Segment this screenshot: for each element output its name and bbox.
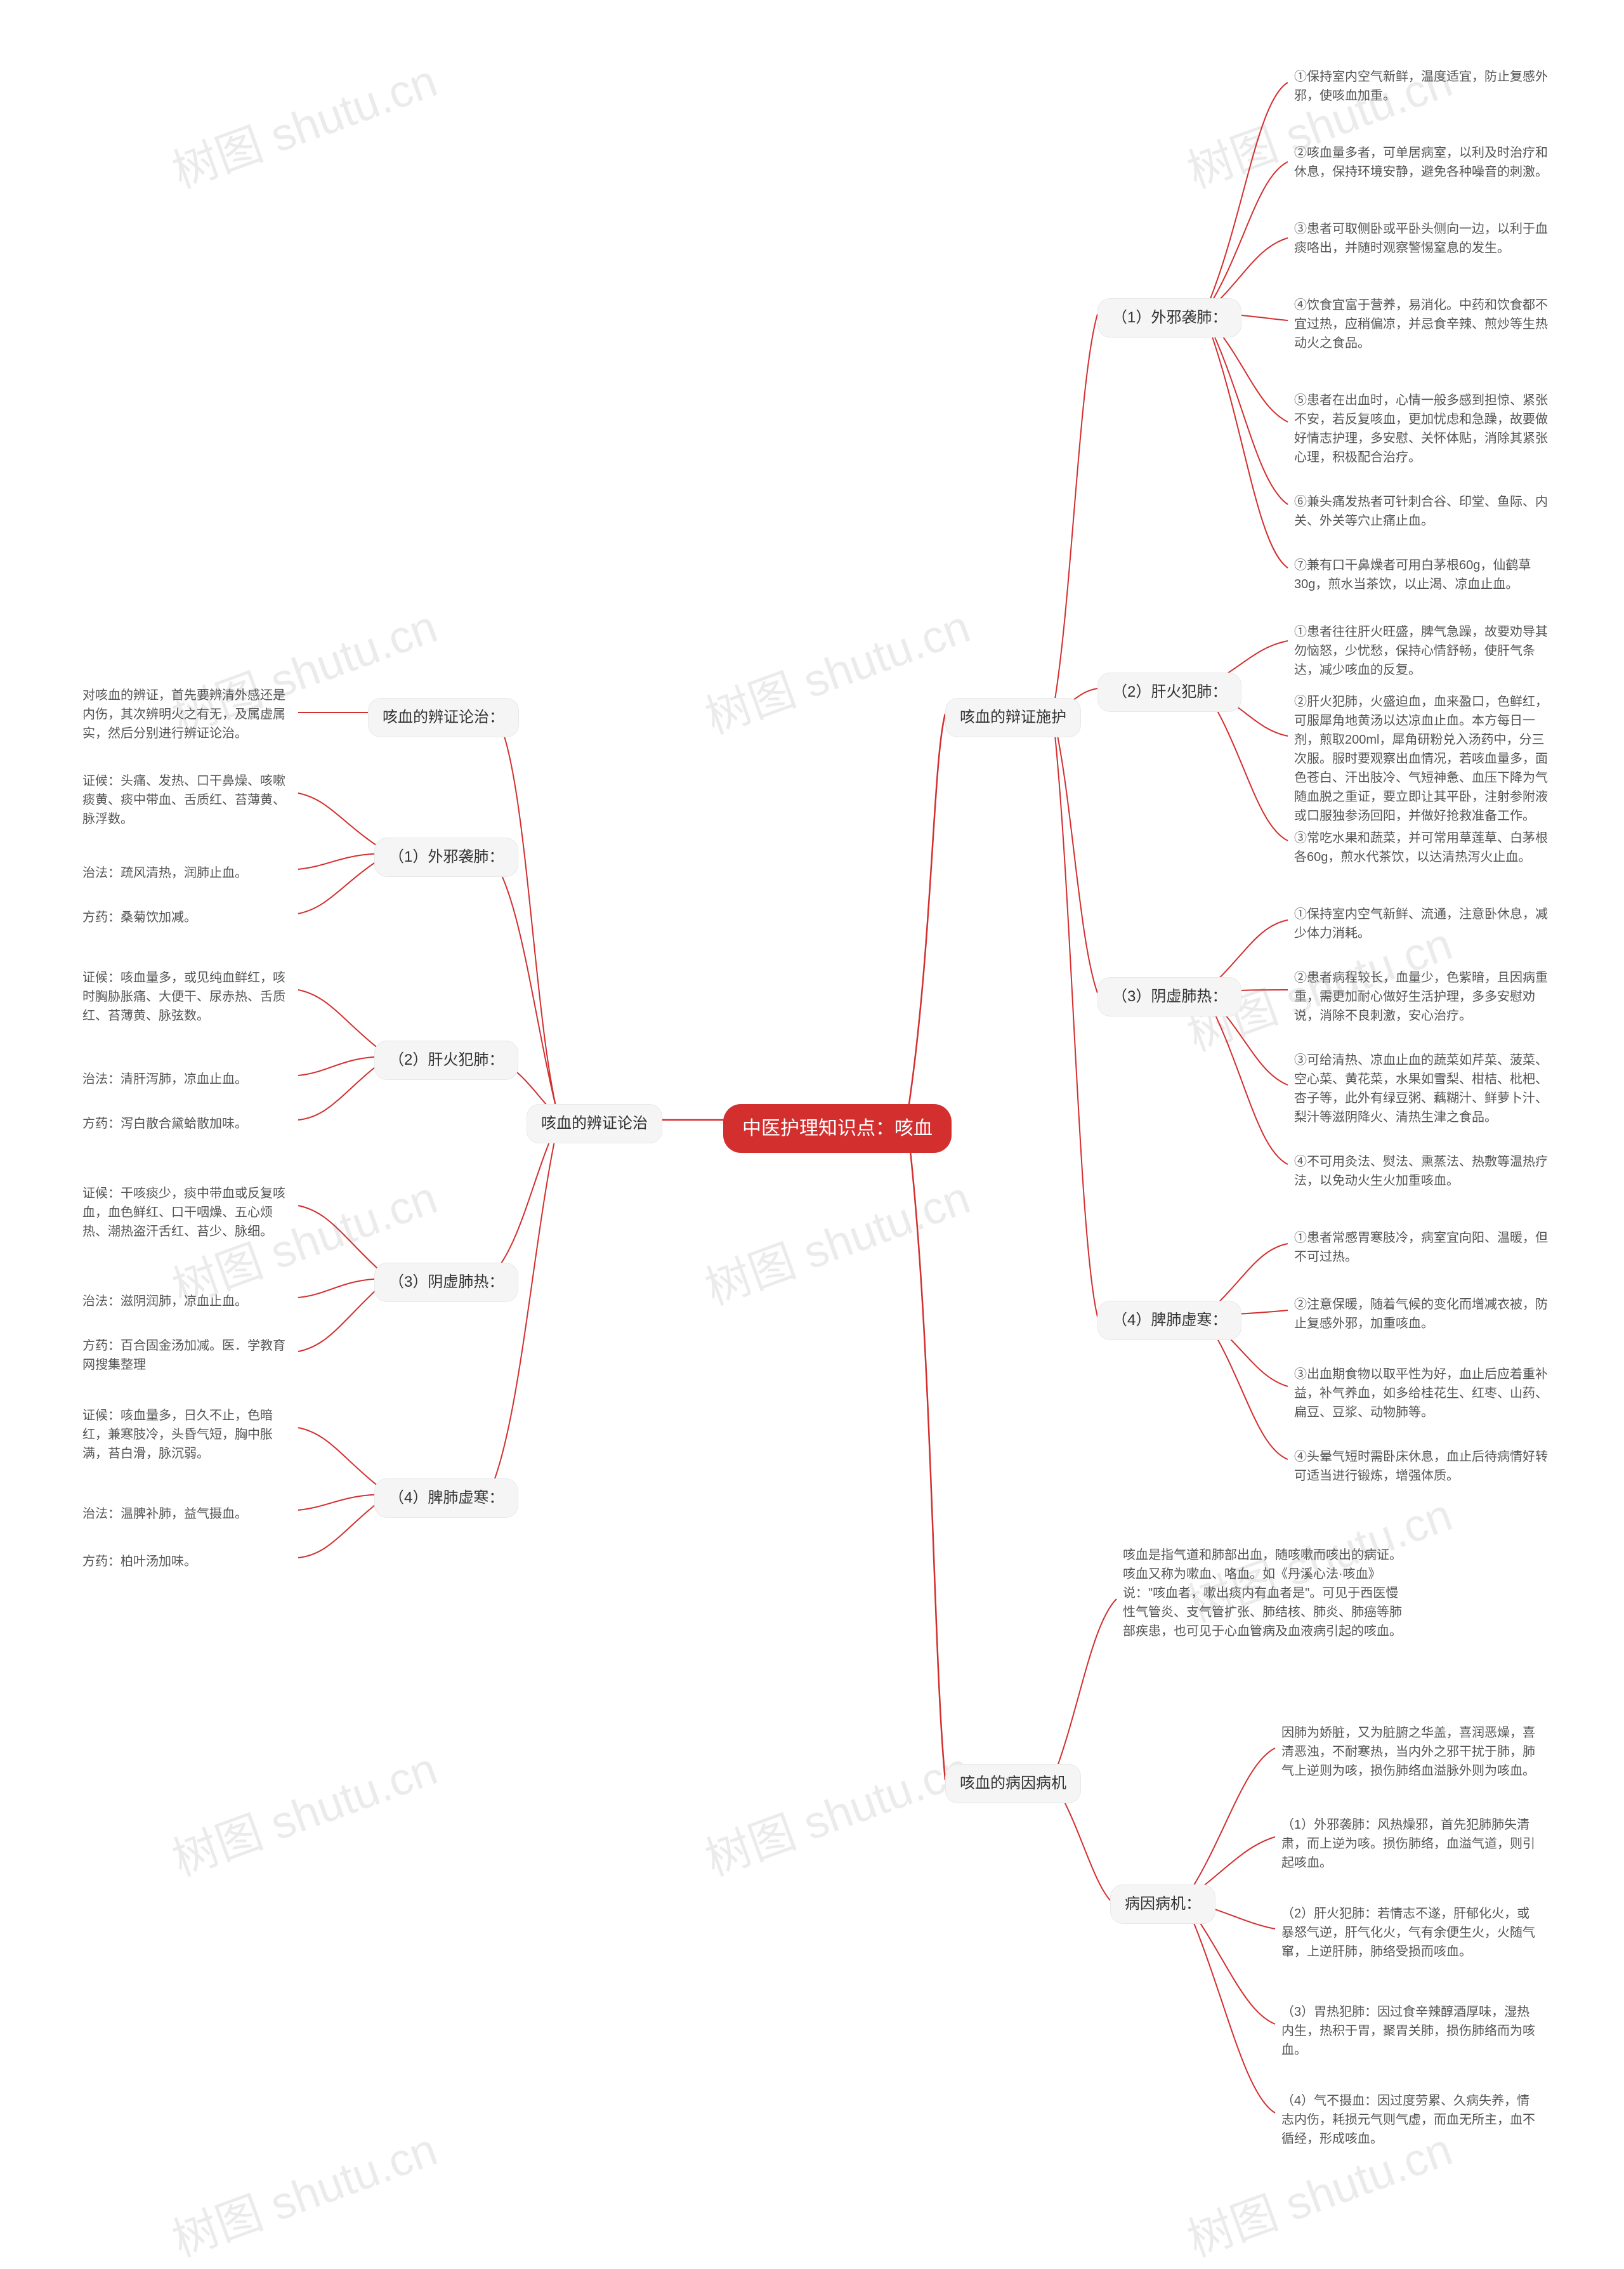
watermark: 树图 shutu.cn xyxy=(695,1161,978,1318)
leaf-r13-3: ④不可用灸法、熨法、熏蒸法、热敷等温热疗法，以免动火生火加重咳血。 xyxy=(1288,1148,1554,1194)
leaf-r11-1: ②咳血量多者，可单居病室，以利及时治疗和休息，保持环境安静，避免各种噪音的刺激。 xyxy=(1288,140,1554,185)
leaf-r14-3: ④头晕气短时需卧床休息，血止后待病情好转可适当进行锻炼，增强体质。 xyxy=(1288,1444,1554,1489)
leaf-r12-1: ②肝火犯肺，火盛迫血，血来盈口，色鲜红，可服犀角地黄汤以达凉血止血。本方每日一剂… xyxy=(1288,688,1554,829)
leaf-r2-intro: 咳血是指气道和肺部出血，随咳嗽而咳出的病证。咳血又称为嗽血、咯血。如《丹溪心法·… xyxy=(1116,1542,1408,1645)
watermark: 树图 shutu.cn xyxy=(162,1732,445,1889)
leaf-r2m-1: （2）肝火犯肺：若情志不遂，肝郁化火，或暴怒气逆，肝气化火，气有余便生火，火随气… xyxy=(1275,1900,1542,1965)
leaf-r13-2: ③可给清热、凉血止血的蔬菜如芹菜、菠菜、空心菜、黄花菜，水果如雪梨、柑桔、枇杷、… xyxy=(1288,1047,1554,1131)
leaf-b3-fang: 方药：百合固金汤加减。医．学教育网搜集整理 xyxy=(76,1332,292,1378)
branch-left-main[interactable]: 咳血的辨证论治 xyxy=(527,1104,662,1143)
leaf-b2-zhi: 治法：清肝泻肺，凉血止血。 xyxy=(76,1066,254,1093)
branch-right-r2[interactable]: 咳血的病因病机 xyxy=(945,1764,1081,1803)
leaf-r2m-2: （3）胃热犯肺：因过食辛辣醇酒厚味，湿热内生，热积于胃，聚胃关肺，损伤肺络而为咳… xyxy=(1275,1999,1542,2063)
mindmap-center[interactable]: 中医护理知识点：咳血 xyxy=(723,1104,952,1153)
leaf-b3-zheng: 证候：干咳痰少，痰中带血或反复咳血，血色鲜红、口干咽燥、五心烦热、潮热盗汗舌红、… xyxy=(76,1180,292,1245)
leaf-b2-fang: 方药：泻白散合黛蛤散加味。 xyxy=(76,1110,254,1137)
leaf-r14-2: ③出血期食物以取平性为好，血止后应着重补益，补气养血，如多给桂花生、红枣、山药、… xyxy=(1288,1361,1554,1426)
leaf-r11-3: ④饮食宜富于营养，易消化。中药和饮食都不宜过热，应稍偏凉，并忌食辛辣、煎炒等生热… xyxy=(1288,292,1554,357)
watermark: 树图 shutu.cn xyxy=(695,1732,978,1889)
leaf-b1-zhi: 治法：疏风清热，润肺止血。 xyxy=(76,860,254,886)
leaf-r13-0: ①保持室内空气新鲜、流通，注意卧休息，减少体力消耗。 xyxy=(1288,901,1554,947)
leaf-r2m-intro: 因肺为娇脏，又为脏腑之华盖，喜润恶燥，喜清恶浊，不耐寒热，当内外之邪干扰于肺，肺… xyxy=(1275,1720,1542,1784)
leaf-r13-1: ②患者病程较长，血量少，色紫暗，且因病重重，需更加耐心做好生活护理，多多安慰劝说… xyxy=(1288,964,1554,1029)
leaf-b1-fang: 方药：桑菊饮加减。 xyxy=(76,904,203,931)
leaf-r12-2: ③常吃水果和蔬菜，并可常用草莲草、白茅根各60g，煎水代茶饮，以达清热泻火止血。 xyxy=(1288,825,1554,871)
leaf-b3-zhi: 治法：滋阴润肺，凉血止血。 xyxy=(76,1288,254,1315)
leaf-r11-2: ③患者可取侧卧或平卧头侧向一边，以利于血痰咯出，并随时观察警惕窒息的发生。 xyxy=(1288,216,1554,261)
leaf-b1-zheng: 证候：头痛、发热、口干鼻燥、咳嗽痰黄、痰中带血、舌质红、苔薄黄、脉浮数。 xyxy=(76,768,292,832)
watermark: 树图 shutu.cn xyxy=(695,589,978,747)
branch-r1-1[interactable]: （1）外邪袭肺： xyxy=(1097,298,1241,338)
branch-r2-main[interactable]: 病因病机： xyxy=(1110,1884,1215,1924)
branch-left-b3[interactable]: （3）阴虚肺热： xyxy=(374,1263,518,1302)
leaf-r11-4: ⑤患者在出血时，心情一般多感到担惊、紧张不安，若反复咳血，更加忧虑和急躁，故要做… xyxy=(1288,387,1554,471)
leaf-r2m-0: （1）外邪袭肺：风热燥邪，首先犯肺肺失清肃，而上逆为咳。损伤肺络，血溢气道，则引… xyxy=(1275,1812,1542,1876)
leaf-b4-zhi: 治法：温脾补肺，益气摄血。 xyxy=(76,1501,254,1527)
branch-r1-2[interactable]: （2）肝火犯肺： xyxy=(1097,673,1241,712)
branch-left-b2[interactable]: （2）肝火犯肺： xyxy=(374,1041,518,1080)
leaf-r12-0: ①患者往往肝火旺盛，脾气急躁，故要劝导其勿恼怒，少忧愁，保持心情舒畅，使肝气条达… xyxy=(1288,619,1554,683)
leaf-r14-1: ②注意保暖，随着气候的变化而增减衣被，防止复感外邪，加重咳血。 xyxy=(1288,1291,1554,1337)
leaf-b2-zheng: 证候：咳血量多，或见纯血鲜红，咳时胸胁胀痛、大便干、尿赤热、舌质红、苔薄黄、脉弦… xyxy=(76,964,292,1029)
leaf-r11-5: ⑥兼头痛发热者可针刺合谷、印堂、鱼际、内关、外关等穴止痛止血。 xyxy=(1288,489,1554,534)
leaf-b4-zheng: 证候：咳血量多，日久不止，色暗红，兼寒肢冷，头昏气短，胸中胀满，苔白滑，脉沉弱。 xyxy=(76,1402,292,1467)
leaf-r14-0: ①患者常感胃寒肢冷，病室宜向阳、温暖，但不可过热。 xyxy=(1288,1225,1554,1270)
leaf-b4-fang: 方药：柏叶汤加味。 xyxy=(76,1548,203,1575)
branch-r1-4[interactable]: （4）脾肺虚寒： xyxy=(1097,1301,1241,1340)
branch-r1-3[interactable]: （3）阴虚肺热： xyxy=(1097,977,1241,1016)
watermark: 树图 shutu.cn xyxy=(162,2112,445,2269)
branch-right-r1[interactable]: 咳血的辩证施护 xyxy=(945,698,1081,737)
branch-left-b4[interactable]: （4）脾肺虚寒： xyxy=(374,1478,518,1518)
branch-left-b1[interactable]: （1）外邪袭肺： xyxy=(374,838,518,877)
leaf-r11-0: ①保持室内空气新鲜，温度适宜，防止复感外邪，使咳血加重。 xyxy=(1288,63,1554,109)
watermark: 树图 shutu.cn xyxy=(162,44,445,201)
leaf-left-intro-text: 对咳血的辨证，首先要辨清外感还是内伤，其次辨明火之有无，及属虚属实，然后分别进行… xyxy=(76,682,292,747)
leaf-r2m-3: （4）气不摄血：因过度劳累、久病失养，情志内伤，耗损元气则气虚，而血无所主，血不… xyxy=(1275,2088,1542,2152)
leaf-r11-6: ⑦兼有口干鼻燥者可用白茅根60g，仙鹤草30g，煎水当茶饮，以止渴、凉血止血。 xyxy=(1288,552,1554,598)
branch-left-intro[interactable]: 咳血的辨证论治： xyxy=(368,698,519,737)
